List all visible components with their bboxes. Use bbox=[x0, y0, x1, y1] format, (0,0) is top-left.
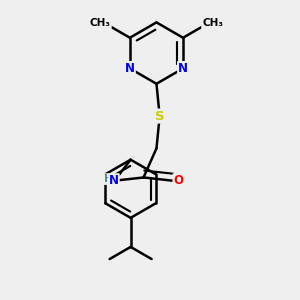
Text: S: S bbox=[155, 110, 164, 123]
Text: CH₃: CH₃ bbox=[90, 18, 111, 28]
Text: N: N bbox=[178, 62, 188, 75]
Text: CH₃: CH₃ bbox=[202, 18, 223, 28]
Text: N: N bbox=[125, 62, 135, 75]
Text: N: N bbox=[109, 174, 119, 187]
Text: O: O bbox=[173, 174, 183, 187]
Text: H: H bbox=[104, 174, 113, 184]
